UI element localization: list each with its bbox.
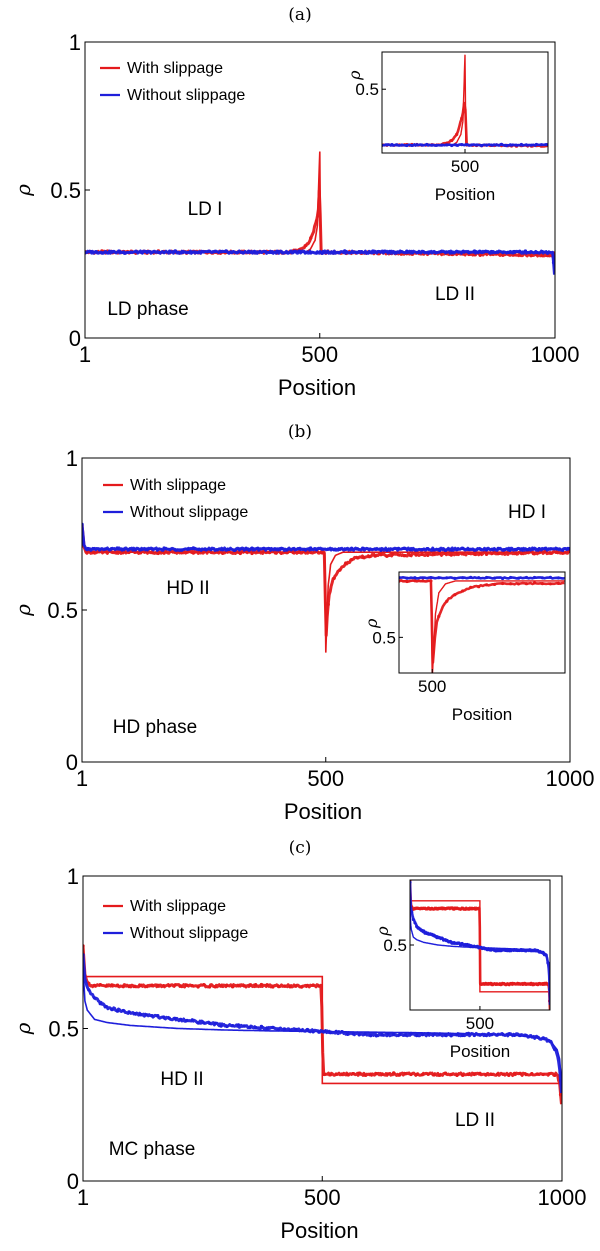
y-tick-label: 0: [66, 750, 78, 775]
inset-x-axis-title: Position: [450, 1042, 510, 1061]
y-axis-title: ρ: [11, 1022, 35, 1035]
annotation: MC phase: [109, 1139, 196, 1160]
inset-frame: [398, 571, 566, 674]
inset-y-axis-title: ρ: [345, 70, 364, 81]
x-tick-label: 1000: [531, 342, 580, 367]
annotation: LD phase: [107, 299, 188, 320]
annotation: LD I: [188, 199, 223, 220]
series-2-0-line: [410, 900, 550, 993]
legend-entry: With slippage: [130, 898, 226, 915]
x-tick-label: 1: [76, 766, 88, 791]
x-axis-title: Position: [280, 1218, 358, 1243]
series-1-1-markers: [399, 579, 565, 664]
series-1-3-markers: [399, 575, 565, 581]
y-axis-title: ρ: [11, 184, 35, 197]
x-tick-label: 500: [307, 766, 344, 791]
legend: With slippage Without slippage: [103, 477, 248, 521]
inset-x-tick-label: 500: [418, 677, 446, 696]
series-1-1-trace: [82, 525, 570, 637]
x-axis-title: Position: [278, 375, 356, 400]
x-tick-label: 500: [304, 1185, 341, 1210]
inset-background: [399, 572, 565, 673]
series-1-3-trace: [82, 524, 570, 552]
annotation: LD II: [455, 1110, 495, 1131]
inset: 500 0.5 Position ρ: [362, 571, 566, 724]
x-tick-label: 1: [77, 1185, 89, 1210]
annotation: HD II: [166, 578, 209, 599]
series-2-1-markers: [410, 880, 550, 1010]
inset-x-tick-label: 500: [466, 1014, 494, 1033]
series-1-2-line: [82, 530, 570, 550]
series-1-1-trace: [399, 579, 565, 664]
y-tick-label: 0: [69, 326, 81, 351]
series-0-3-markers: [85, 249, 555, 275]
series-2-3-markers: [83, 953, 562, 1094]
annotation: HD phase: [113, 717, 198, 738]
x-axis-title: Position: [284, 799, 362, 824]
panel-label: (c): [289, 838, 312, 858]
inset-y-tick-label: 0.5: [383, 936, 407, 955]
series-0-3-markers: [382, 142, 548, 148]
y-tick-label: 1: [69, 30, 81, 55]
panel-label: (a): [288, 5, 311, 25]
series-1-3-trace: [399, 576, 565, 580]
inset-y-tick-label: 0.5: [372, 628, 396, 647]
series-2-0-line: [83, 975, 562, 1085]
inset-y-axis-title: ρ: [362, 618, 381, 629]
y-tick-label: 1: [67, 864, 79, 889]
series-1-3-markers: [82, 522, 570, 552]
inset: 500 0.5 Position ρ: [373, 879, 551, 1061]
inset-x-tick-label: 500: [451, 157, 479, 176]
series-2-3-trace: [83, 954, 562, 1094]
legend-entry: Without slippage: [127, 87, 245, 104]
panel-label: (b): [288, 422, 312, 442]
legend-entry: With slippage: [127, 60, 223, 77]
y-tick-label: 0.5: [47, 598, 78, 623]
legend-entry: Without slippage: [130, 504, 248, 521]
inset-x-axis-title: Position: [452, 705, 512, 724]
series-2-3-trace: [410, 882, 550, 1005]
inset-y-axis-title: ρ: [373, 926, 392, 937]
series-1-1-markers: [82, 523, 570, 637]
x-tick-label: 1000: [546, 766, 595, 791]
annotation: HD I: [508, 502, 546, 523]
y-tick-label: 0: [67, 1169, 79, 1194]
y-tick-label: 0.5: [50, 178, 81, 203]
inset-y-tick-label: 0.5: [355, 80, 379, 99]
x-tick-label: 1: [79, 342, 91, 367]
inset-x-axis-title: Position: [435, 185, 495, 204]
annotation: HD II: [160, 1069, 203, 1090]
inset: 500 0.5 Position ρ: [345, 51, 549, 204]
y-tick-label: 0.5: [48, 1017, 79, 1042]
series-0-3-trace: [85, 249, 555, 275]
x-tick-label: 500: [301, 342, 338, 367]
annotation: LD II: [435, 284, 475, 305]
legend-entry: Without slippage: [130, 925, 248, 942]
y-tick-label: 1: [66, 446, 78, 471]
series-0-3-trace: [382, 143, 548, 147]
series-2-1-trace: [410, 880, 550, 1010]
legend: With slippage Without slippage: [100, 60, 245, 104]
y-axis-title: ρ: [11, 604, 35, 617]
legend: With slippage Without slippage: [103, 898, 248, 942]
series-2-3-markers: [410, 880, 550, 1005]
x-tick-label: 1000: [538, 1185, 587, 1210]
legend-entry: With slippage: [130, 477, 226, 494]
